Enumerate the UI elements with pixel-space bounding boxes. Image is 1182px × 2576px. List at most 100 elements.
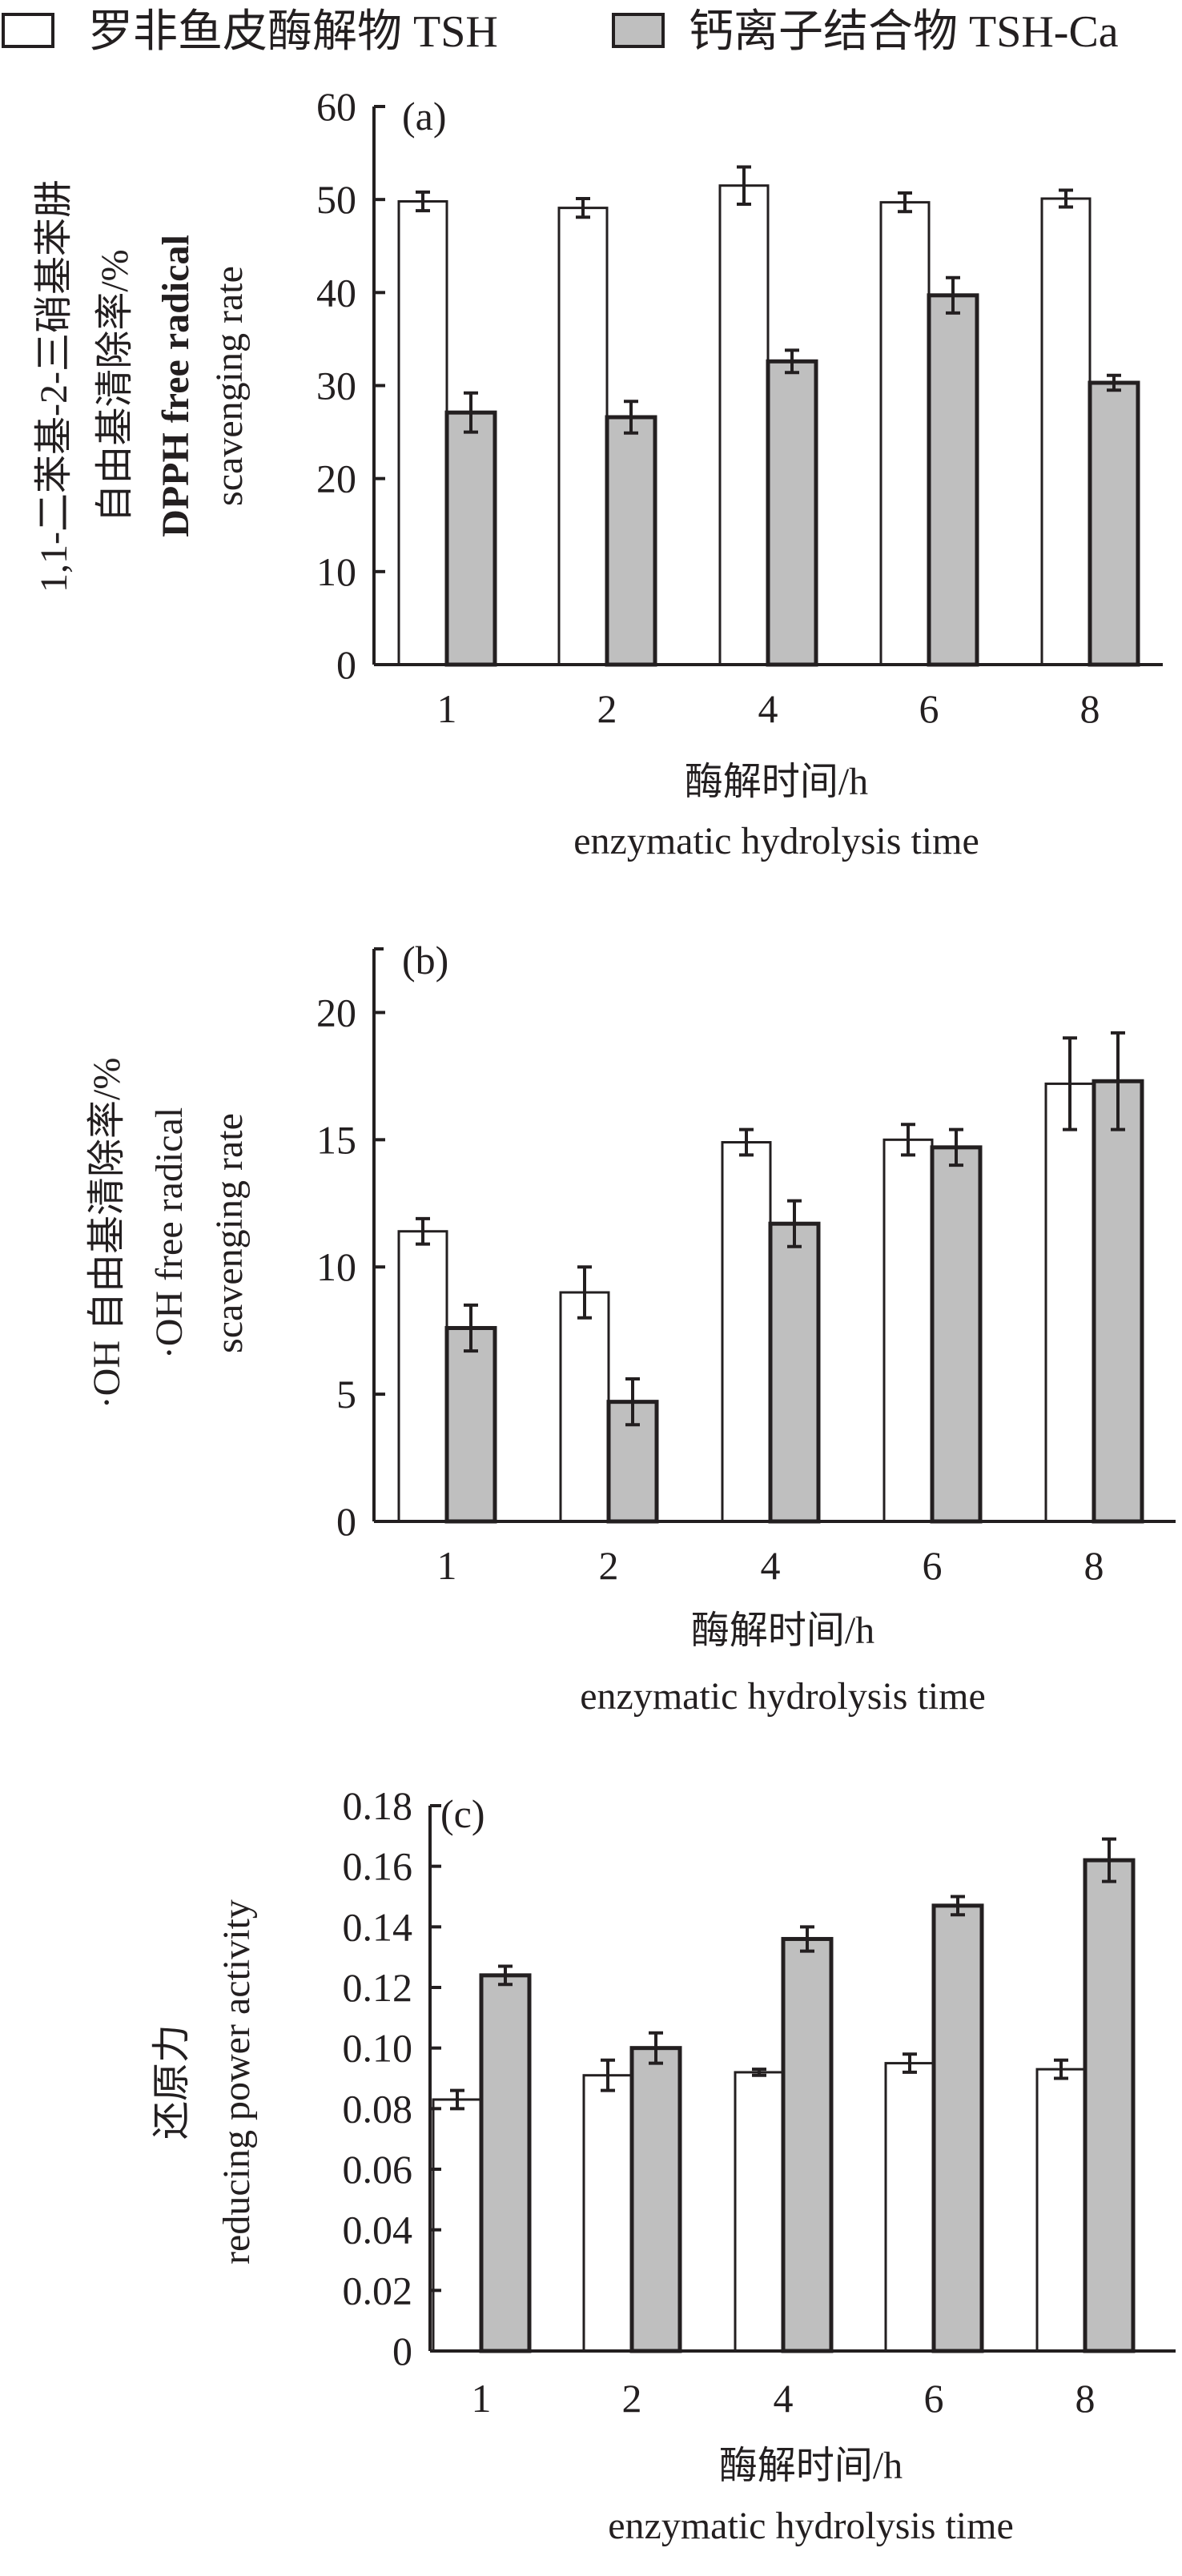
y-tick-label: 5 — [336, 1372, 356, 1417]
y-axis-label: 自由基清除率/% — [94, 249, 136, 522]
y-axis-label: 还原力 — [151, 2024, 193, 2140]
bar-tsh-ca-8h — [1088, 380, 1140, 667]
error-bar — [737, 165, 751, 206]
bar-tsh-ca-6h — [927, 293, 979, 667]
bar-tsh-ca-1h — [444, 410, 497, 667]
y-axis-label: scavenging rate — [208, 1113, 251, 1353]
legend: 罗非鱼皮酶解物 TSH 钙离子结合物 TSH-Ca — [2, 7, 1119, 57]
panel-label: (c) — [440, 1791, 485, 1836]
x-tick-label: 8 — [1084, 1543, 1104, 1588]
y-axis-label: ·OH 自由基清除率/% — [86, 1058, 128, 1409]
bar-tsh-1h — [397, 199, 448, 666]
bar-tsh-ca-1h — [479, 1973, 532, 2353]
error-bar — [946, 275, 960, 315]
x-tick-label: 8 — [1075, 2376, 1096, 2421]
error-bar — [800, 1925, 814, 1953]
error-bar — [1059, 188, 1073, 209]
error-bar — [787, 1199, 802, 1248]
x-tick-label: 2 — [599, 1543, 619, 1588]
y-axis-label: DPPH free radical — [155, 235, 197, 537]
chart-panel-a: 1 2 4 6 8 0 10 20 30 40 50 60 (a) 酶解时间/h enzymatic hyd… — [33, 84, 1163, 862]
bar-tsh-1h — [432, 2098, 483, 2353]
chart-panel-c: 1 2 4 6 8 0 0.02 0.04 0.06 0.08 0.10 0.12 0.14 0.16 0.… — [151, 1783, 1176, 2547]
x-tick-label: 8 — [1080, 686, 1100, 731]
y-axis-label: reducing power activity — [215, 1899, 258, 2265]
y-tick-label: 50 — [316, 177, 356, 222]
y-tick-label: 0 — [336, 642, 356, 687]
bar-tsh-6h — [882, 1138, 934, 1523]
bar-tsh-2h — [582, 2074, 633, 2353]
legend-label-tsh-ca: 钙离子结合物 TSH-Ca — [689, 7, 1119, 57]
panel-label: (a) — [402, 94, 447, 139]
bar-tsh-2h — [557, 207, 609, 666]
x-tick-label: 4 — [758, 686, 778, 731]
error-bar — [785, 348, 799, 375]
x-tick-label: 2 — [597, 686, 617, 731]
error-bar — [1102, 1837, 1116, 1883]
error-bar — [416, 1216, 430, 1246]
x-tick-label: 1 — [437, 1543, 457, 1588]
x-tick-label: 6 — [924, 2376, 944, 2421]
bar-tsh-ca-8h — [1083, 1858, 1136, 2353]
x-axis-label: 酶解时间/h — [691, 1609, 874, 1652]
y-tick-label: 0.14 — [343, 1904, 413, 1949]
bar-tsh-ca-1h — [444, 1325, 497, 1524]
y-axis-label: ·OH free radical — [148, 1107, 191, 1359]
error-bar — [576, 197, 590, 219]
error-bar — [450, 2088, 464, 2111]
error-bar — [949, 1127, 963, 1167]
bar-tsh-ca-4h — [781, 1936, 834, 2353]
error-bar — [1107, 373, 1121, 392]
bar-tsh-4h — [721, 1141, 772, 1523]
bar-tsh-ca-4h — [768, 1221, 821, 1524]
y-tick-label: 0.10 — [343, 2026, 413, 2071]
bar-tsh-8h — [1035, 2068, 1087, 2353]
y-tick-label: 60 — [316, 84, 356, 129]
bar-tsh-2h — [559, 1291, 610, 1523]
y-tick-label: 30 — [316, 364, 356, 408]
error-bar — [649, 2031, 663, 2065]
y-tick-label: 20 — [316, 990, 356, 1035]
error-bar — [464, 1303, 478, 1353]
x-axis-label: 酶解时间/h — [685, 761, 868, 803]
bar-tsh-ca-6h — [931, 1903, 984, 2353]
y-tick-label: 10 — [316, 549, 356, 594]
bar-tsh-6h — [879, 201, 931, 666]
error-bar — [416, 190, 430, 213]
x-tick-label: 1 — [437, 686, 457, 731]
bar-tsh-6h — [884, 2062, 935, 2353]
bar-tsh-ca-6h — [930, 1145, 983, 1524]
x-axis-label: enzymatic hydrolysis time — [573, 820, 979, 862]
error-bar — [1054, 2058, 1068, 2080]
y-tick-label: 0.02 — [343, 2268, 413, 2313]
x-axis-label: enzymatic hydrolysis time — [608, 2505, 1014, 2547]
x-tick-label: 2 — [622, 2376, 642, 2421]
y-tick-label: 0.06 — [343, 2147, 413, 2192]
bar-tsh-ca-2h — [606, 1400, 659, 1524]
error-bar — [498, 1964, 513, 1987]
x-tick-label: 6 — [919, 686, 939, 731]
bar-tsh-8h — [1044, 1082, 1096, 1523]
error-bar — [601, 2058, 615, 2092]
bar-tsh-ca-2h — [605, 415, 657, 667]
x-axis-label: enzymatic hydrolysis time — [580, 1675, 986, 1718]
error-bar — [951, 1895, 965, 1917]
y-tick-label: 0 — [392, 2329, 412, 2373]
error-bar — [625, 1377, 640, 1427]
y-tick-label: 10 — [316, 1244, 356, 1289]
x-tick-label: 4 — [761, 1543, 781, 1588]
error-bar — [898, 191, 912, 214]
error-bar — [901, 1123, 915, 1157]
y-axis-label: scavenging rate — [208, 266, 251, 506]
error-bar — [752, 2068, 766, 2077]
y-tick-label: 0.08 — [343, 2086, 413, 2131]
x-tick-label: 4 — [774, 2376, 794, 2421]
bar-tsh-4h — [734, 2071, 785, 2353]
x-axis-label: 酶解时间/h — [719, 2445, 903, 2487]
legend-label-tsh: 罗非鱼皮酶解物 TSH — [88, 7, 498, 57]
bar-tsh-1h — [397, 1230, 448, 1523]
y-tick-label: 0.04 — [343, 2208, 413, 2252]
chart-panel-b: 1 2 4 6 8 0 5 10 15 20 (b) 酶解时间/h enzymatic hydrolys… — [86, 938, 1176, 1718]
y-tick-label: 0 — [336, 1499, 356, 1544]
